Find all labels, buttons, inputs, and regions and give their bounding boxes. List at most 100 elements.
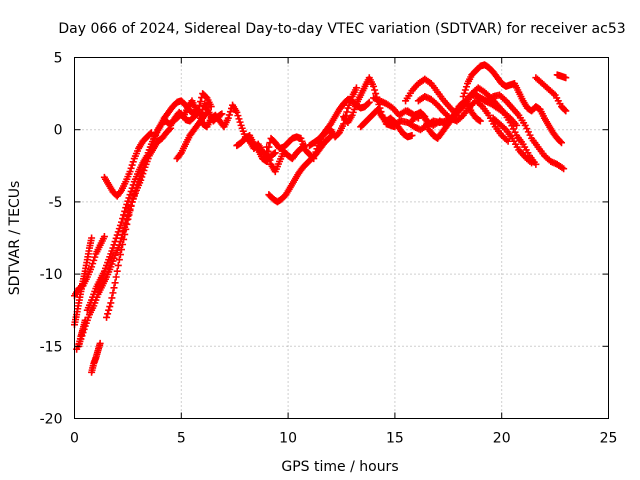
data-point: [100, 233, 108, 241]
data-point: [560, 165, 568, 173]
data-point: [111, 238, 119, 246]
series-arc-4: [83, 90, 215, 314]
data-point: [137, 176, 145, 184]
data-point: [233, 108, 241, 116]
y-axis-label: SDTVAR / TECUs: [7, 181, 23, 296]
data-point: [127, 164, 135, 172]
data-point: [459, 92, 467, 100]
data-point: [120, 235, 128, 243]
data-point: [110, 284, 118, 292]
data-point: [138, 173, 146, 181]
data-point: [91, 253, 99, 261]
series-arc-22: [414, 92, 512, 145]
data-point: [528, 159, 536, 167]
series-arc-27: [553, 71, 570, 82]
data-point: [113, 267, 121, 275]
y-tick-label: -5: [49, 195, 63, 211]
x-tick-label: 20: [493, 431, 511, 447]
data-point: [218, 110, 226, 118]
data-point: [122, 204, 130, 212]
data-point: [114, 261, 122, 269]
data-point: [224, 114, 232, 122]
data-point: [556, 138, 564, 146]
data-point: [408, 131, 416, 139]
data-point: [109, 244, 117, 252]
series-arc-23: [459, 61, 566, 147]
series-arc-13: [263, 142, 309, 176]
data-point: [111, 279, 119, 287]
data-point: [107, 299, 115, 307]
data-point: [263, 143, 271, 151]
data-point: [108, 294, 116, 302]
series-arc-5: [103, 124, 175, 321]
series-arc-7: [88, 339, 104, 376]
data-point: [121, 230, 129, 238]
data-point: [225, 111, 233, 119]
data-point: [123, 200, 131, 208]
data-point: [119, 240, 127, 248]
data-point: [271, 149, 279, 157]
data-point: [146, 130, 154, 138]
data-point: [176, 150, 184, 158]
data-point: [127, 187, 135, 195]
data-point: [504, 137, 512, 145]
data-point: [328, 131, 336, 139]
plot-frame: [74, 57, 609, 419]
data-point: [371, 86, 379, 94]
data-point: [197, 98, 205, 106]
y-tick-label: 5: [54, 51, 63, 67]
data-point: [110, 241, 118, 249]
data-point: [352, 84, 360, 92]
data-point: [104, 310, 112, 318]
data-point: [461, 86, 469, 94]
data-point: [117, 246, 125, 254]
data-point: [147, 129, 155, 137]
data-point: [115, 256, 123, 264]
data-point: [365, 98, 373, 106]
data-point: [125, 194, 133, 202]
data-point: [562, 74, 570, 82]
series-arc-16: [357, 105, 416, 141]
grid: [74, 57, 609, 419]
data-point: [195, 102, 203, 110]
data-point: [116, 221, 124, 229]
series-arc-25: [489, 114, 536, 167]
data-point: [123, 220, 131, 228]
data-point: [126, 191, 134, 199]
chart-title: Day 066 of 2024, Sidereal Day-to-day VTE…: [58, 21, 625, 37]
data-point: [89, 260, 97, 268]
data-point: [234, 112, 242, 120]
data-point: [126, 168, 134, 176]
y-tick-label: -15: [40, 339, 63, 355]
x-tick-label: 10: [279, 431, 297, 447]
x-tick-label: 5: [177, 431, 186, 447]
series-arc-10: [173, 108, 211, 163]
series-arc-26: [532, 74, 570, 115]
data-point: [476, 117, 484, 125]
data-point: [124, 215, 132, 223]
data-point: [266, 156, 274, 164]
data-point: [265, 152, 273, 160]
data-point: [264, 147, 272, 155]
series-arc-21: [402, 75, 461, 119]
data-point: [115, 225, 123, 233]
data-point: [109, 289, 117, 297]
data-point: [103, 313, 111, 321]
x-axis-label: GPS time / hours: [281, 459, 398, 475]
data-point: [114, 228, 122, 236]
data-point: [562, 107, 570, 115]
data-point: [88, 234, 96, 242]
data-point: [88, 263, 96, 271]
data-point: [253, 144, 261, 152]
data-point: [364, 99, 372, 107]
data-point: [343, 108, 351, 116]
data-point: [236, 118, 244, 126]
data-point: [226, 108, 234, 116]
data-point: [460, 89, 468, 97]
data-point: [106, 303, 114, 311]
data-point: [167, 124, 175, 132]
data-point: [235, 115, 243, 123]
data-point: [113, 231, 121, 239]
series-arc-12: [265, 130, 337, 206]
